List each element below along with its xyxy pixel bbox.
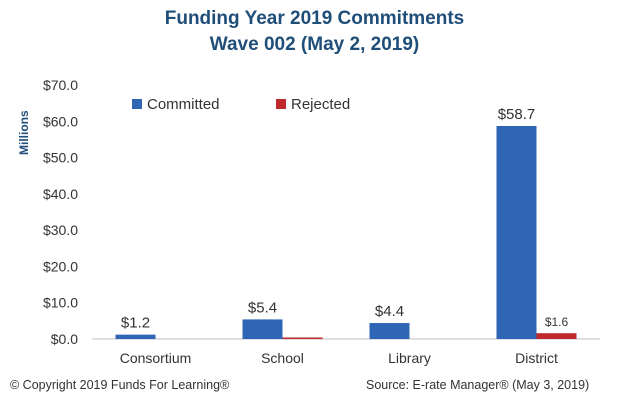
data-label: $4.4 [375,303,404,320]
data-label: $1.6 [545,315,569,329]
source-footer: Source: E-rate Manager® (May 3, 2019) [366,378,590,392]
category-label: District [515,350,558,366]
y-tick-label: $60.0 [43,113,78,129]
bar-rejected-school [282,337,323,339]
chart-subtitle: Wave 002 (May 2, 2019) [209,34,420,55]
bar-committed-school [242,319,283,339]
bar-committed-district [496,126,537,339]
bar-committed-consortium [115,334,156,339]
data-label: $1.2 [121,315,150,332]
y-tick-label: $50.0 [43,150,78,166]
legend-label-rejected: Rejected [291,96,350,113]
y-tick-label: $70.0 [43,77,78,93]
y-tick-label: $40.0 [43,186,78,202]
bar-committed-library [369,323,410,339]
y-tick-label: $30.0 [43,222,78,238]
bar-rejected-district [536,333,577,339]
y-tick-label: $0.0 [51,331,78,347]
category-label: Library [388,350,431,366]
legend-swatch-committed [132,99,142,109]
legend-swatch-rejected [276,99,286,109]
legend-label-committed: Committed [147,96,220,113]
chart-title: Funding Year 2019 Commitments [164,8,465,29]
y-tick-label: $10.0 [43,295,78,311]
category-label: School [261,350,304,366]
y-tick-label: $20.0 [43,258,78,274]
copyright-footer: © Copyright 2019 Funds For Learning® [10,378,230,392]
data-label: $5.4 [248,299,277,316]
category-label: Consortium [120,350,192,366]
data-label: $58.7 [498,106,536,123]
